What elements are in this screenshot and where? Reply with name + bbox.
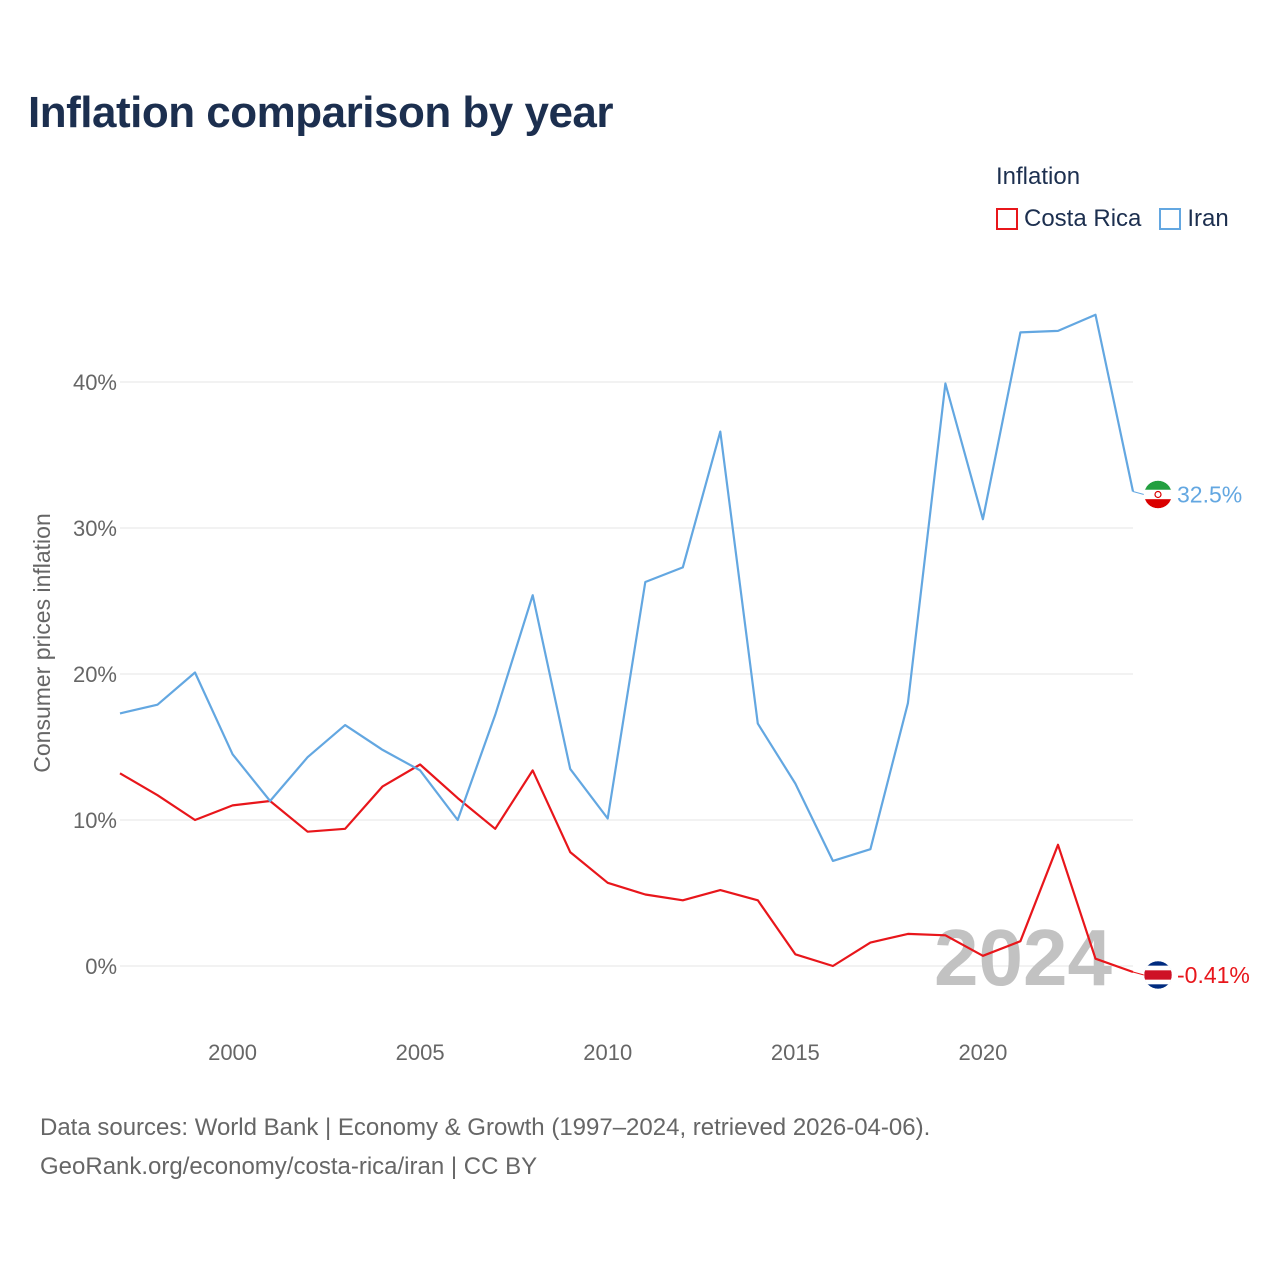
end-markers: -0.41% 32.5%	[1132, 480, 1250, 990]
x-tick-label: 2000	[208, 1040, 257, 1065]
legend-swatch-costa-rica	[996, 208, 1018, 230]
year-watermark: 2024	[934, 913, 1112, 1002]
y-tick-label: 0%	[85, 954, 117, 979]
legend-item-costa-rica[interactable]: Costa Rica	[996, 205, 1141, 233]
end-connector	[1132, 971, 1145, 976]
chart-title: Inflation comparison by year	[28, 88, 614, 137]
costa-rica-flag-icon	[1143, 960, 1173, 990]
footer-attribution: GeoRank.org/economy/costa-rica/iran | CC…	[40, 1153, 538, 1180]
legend-item-iran[interactable]: Iran	[1159, 205, 1229, 233]
legend-label-costa-rica: Costa Rica	[1024, 205, 1142, 232]
y-tick-label: 10%	[73, 808, 117, 833]
x-tick-label: 2015	[771, 1040, 820, 1065]
y-axis-label: Consumer prices inflation	[29, 513, 55, 773]
y-tick-label: 30%	[73, 516, 117, 541]
end-value-label: -0.41%	[1177, 962, 1250, 988]
end-value-label: 32.5%	[1177, 482, 1242, 508]
legend-swatch-iran	[1159, 208, 1182, 230]
y-tick-label: 40%	[73, 370, 117, 395]
footer-sources: Data sources: World Bank | Economy & Gro…	[40, 1114, 931, 1141]
x-tick-label: 2020	[958, 1040, 1007, 1065]
series-lines	[119, 313, 1135, 974]
legend-title: Inflation	[996, 163, 1081, 190]
x-tick-label: 2010	[583, 1040, 632, 1065]
legend: Costa Rica Iran	[996, 205, 1229, 233]
y-tick-label: 20%	[73, 662, 117, 687]
series-line-iran[interactable]	[119, 313, 1135, 863]
footer: Data sources: World Bank | Economy & Gro…	[40, 1108, 930, 1186]
x-axis-ticks: 2000 2005 2010 2015 2020	[208, 1040, 1007, 1065]
gridlines	[120, 381, 1133, 967]
end-connector	[1132, 491, 1145, 495]
iran-flag-icon	[1143, 480, 1173, 509]
x-tick-label: 2005	[396, 1040, 445, 1065]
series-line-costa-rica[interactable]	[119, 763, 1134, 974]
y-axis-ticks: 0% 10% 20% 30% 40%	[73, 370, 117, 979]
legend-label-iran: Iran	[1187, 205, 1229, 232]
